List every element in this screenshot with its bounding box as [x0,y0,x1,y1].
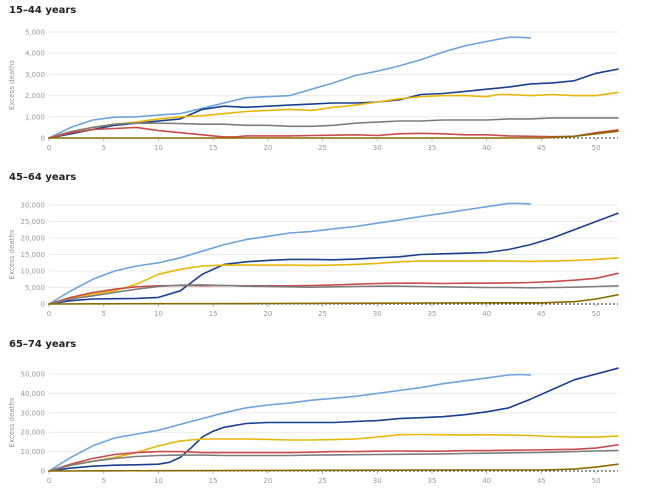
x-tick-label: 5 [101,477,105,485]
x-tick-label: 30 [373,144,382,152]
y-tick-label: 2,000 [25,92,45,100]
chart-title: 65–74 years [9,339,77,350]
y-tick-label: 5,000 [25,29,45,37]
series-line-3 [48,444,619,472]
x-tick-label: 20 [263,144,272,152]
x-tick-label: 40 [482,477,491,485]
y-tick-label: 3,000 [25,71,45,79]
x-tick-label: 30 [373,477,382,485]
y-tick-label: 5,000 [25,284,45,292]
y-axis-label: Excess deaths [8,60,16,110]
x-tick-label: 40 [482,144,491,152]
series-line-4 [48,449,619,472]
series-line-1 [48,212,619,305]
series-line-0 [48,373,532,472]
x-tick-label: 50 [592,477,601,485]
x-tick-label: 0 [47,477,51,485]
series-line-5 [48,130,619,139]
chart-15-44: 0 1,000 2,000 3,000 4,000 5,000 0 5 10 15 20 25 30 35… [8,29,619,152]
x-tick-label: 10 [154,144,163,152]
y-tick-label: 4,000 [25,50,45,58]
y-tick-label: 15,000 [21,251,46,259]
x-tick-label: 20 [263,310,272,318]
y-tick-label: 30,000 [21,202,46,210]
y-tick-label: 30,000 [21,409,46,417]
chart-45-64: 0 5,000 10,000 15,000 20,000 25,000 30,000 0 5 10… [8,202,619,318]
x-tick-label: 50 [592,144,601,152]
series-line-5 [48,294,619,305]
x-tick-label: 45 [537,310,546,318]
series-line-2 [48,433,619,472]
series-line-0 [48,202,532,305]
y-tick-label: 0 [41,468,45,476]
x-tick-label: 45 [537,144,546,152]
panel-45-64: 45–64 years 0 5,000 10,000 15,000 20,000 25,0… [0,172,652,332]
series-line-2 [48,257,619,305]
y-tick-label: 0 [41,301,45,309]
x-tick-label: 5 [101,144,105,152]
x-tick-label: 35 [428,310,437,318]
panel-65-74: 65–74 years 0 10,000 20,000 30,000 40,000 50,… [0,339,652,489]
x-tick-label: 25 [318,144,327,152]
series-line-4 [48,126,619,139]
series-line-4 [48,284,619,305]
y-axis-label: Excess deaths [8,229,16,279]
x-tick-label: 45 [537,477,546,485]
y-tick-label: 10,000 [21,268,46,276]
y-tick-label: 1,000 [25,113,45,121]
y-tick-label: 20,000 [21,235,46,243]
chart-title: 15–44 years [9,5,77,16]
x-tick-label: 15 [209,310,218,318]
series-line-3 [48,272,619,305]
chart-title: 45–64 years [9,172,77,183]
y-tick-label: 50,000 [21,371,46,379]
series-line-0 [48,36,532,139]
x-tick-label: 10 [154,310,163,318]
x-tick-label: 35 [428,477,437,485]
x-tick-label: 10 [154,477,163,485]
y-tick-label: 25,000 [21,218,46,226]
y-tick-label: 40,000 [21,390,46,398]
x-tick-label: 40 [482,310,491,318]
x-tick-label: 25 [318,477,327,485]
x-tick-label: 30 [373,310,382,318]
x-tick-label: 0 [47,144,51,152]
series-line-1 [48,367,619,472]
panel-15-44: 15–44 years 0 1,000 2,000 3,000 4,000 5,000 0 5… [0,5,652,165]
x-tick-label: 25 [318,310,327,318]
x-tick-label: 5 [101,310,105,318]
x-tick-label: 20 [263,477,272,485]
series-line-5 [48,463,619,472]
x-tick-label: 15 [209,477,218,485]
x-tick-label: 0 [47,310,51,318]
series-line-2 [48,91,619,139]
y-tick-label: 20,000 [21,429,46,437]
y-axis-label: Excess deaths [8,397,16,447]
x-tick-label: 15 [209,144,218,152]
chart-65-74: 0 10,000 20,000 30,000 40,000 50,000 0 5 10 15 20 2… [8,367,619,485]
y-tick-label: 10,000 [21,448,46,456]
series-line-3 [48,117,619,139]
y-tick-label: 0 [41,135,45,143]
x-tick-label: 50 [592,310,601,318]
x-tick-label: 35 [428,144,437,152]
